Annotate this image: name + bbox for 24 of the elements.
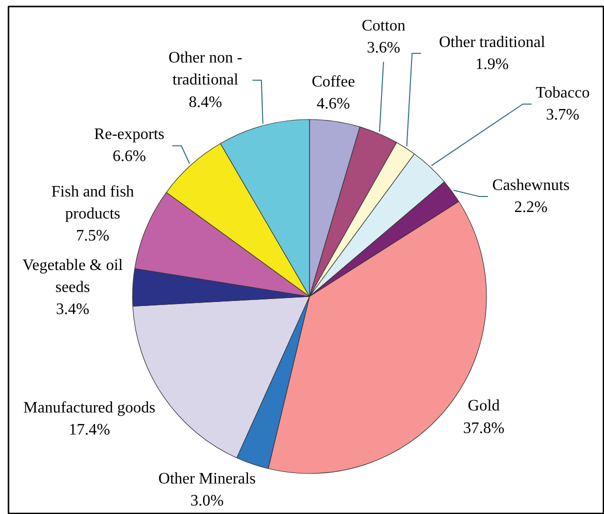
slice-label: Cashewnuts [492,176,570,194]
data-label: 3.6% [366,39,400,56]
slice-label: Cotton [362,17,406,34]
slice-label: Tobacco [536,84,590,102]
slice-label: Other traditional [438,34,546,51]
slice-label: Re-exports [94,126,164,144]
slice-label: Other non - traditional [168,50,242,89]
data-label: 3.7% [546,106,580,124]
data-label: 37.8% [463,420,504,437]
slice-label: Manufactured goods [23,400,156,417]
slice-label: Vegetable & oil seeds [22,256,124,296]
slice-label: Other Minerals [158,470,256,488]
data-label: 3.0% [190,492,224,510]
slice-label: Gold [468,398,500,415]
slice-label: Fish and fish products [51,183,134,222]
data-label: 6.6% [112,148,146,166]
data-label: 2.2% [514,199,548,216]
data-label: 7.5% [76,227,110,244]
data-label: 3.4% [56,301,90,318]
data-label: 4.6% [316,95,350,112]
data-label: 8.4% [188,94,222,111]
slice-label: Coffee [312,73,355,90]
data-label: 1.9% [475,56,509,73]
data-label: 17.4% [68,422,110,439]
